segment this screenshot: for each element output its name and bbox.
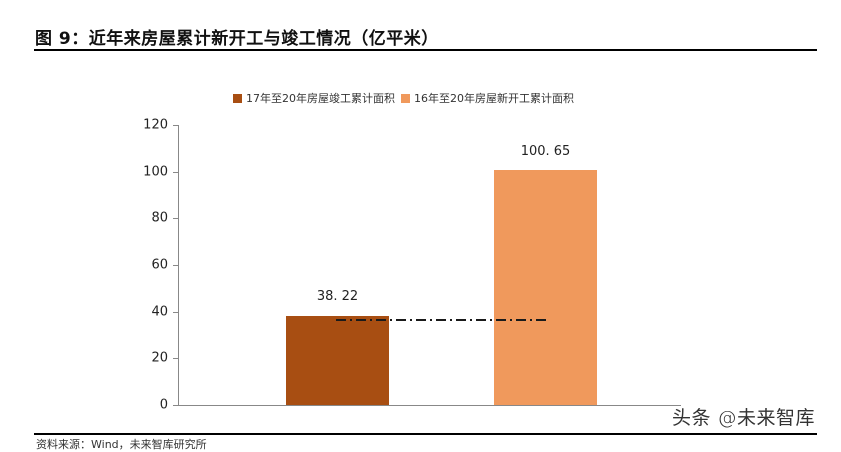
y-tick-label: 40: [151, 304, 168, 320]
legend-label-new-starts: 16年至20年房屋新开工累计面积: [414, 92, 574, 105]
legend-swatch-completed: [233, 93, 242, 103]
y-tick: [173, 172, 178, 173]
y-tick: [173, 265, 178, 266]
chart-legend: 17年至20年房屋竣工累计面积 16年至20年房屋新开工累计面积: [233, 90, 580, 106]
legend-swatch-new-starts: [401, 93, 410, 103]
footer-divider: [34, 433, 817, 435]
y-tick-label: 120: [143, 117, 168, 133]
y-tick-label: 0: [159, 397, 168, 413]
legend-item-completed: 17年至20年房屋竣工累计面积: [233, 90, 395, 106]
y-tick-label: 100: [143, 164, 168, 180]
y-tick-label: 20: [151, 350, 168, 366]
bar-completed: [286, 316, 389, 405]
y-tick-label: 80: [151, 210, 168, 226]
y-axis: [178, 125, 179, 406]
bar-label-new-starts: 100. 65: [520, 144, 571, 159]
y-tick: [173, 358, 178, 359]
chart-title: 图 9：近年来房屋累计新开工与竣工情况（亿平米）: [35, 29, 439, 49]
bar-new-starts: [494, 170, 597, 405]
bar-label-completed: 38. 22: [316, 289, 359, 304]
source-note: 资料来源：Wind，未来智库研究所: [36, 438, 207, 451]
y-tick: [173, 125, 178, 126]
y-tick: [173, 405, 178, 406]
legend-label-completed: 17年至20年房屋竣工累计面积: [246, 92, 395, 105]
watermark: 头条 @未来智库: [672, 407, 816, 429]
title-divider: [34, 49, 817, 51]
y-tick: [173, 218, 178, 219]
legend-item-new-starts: 16年至20年房屋新开工累计面积: [401, 90, 574, 106]
x-axis: [178, 405, 681, 406]
reference-dashdot-line: [336, 319, 546, 321]
y-tick: [173, 312, 178, 313]
y-tick-label: 60: [151, 257, 168, 273]
